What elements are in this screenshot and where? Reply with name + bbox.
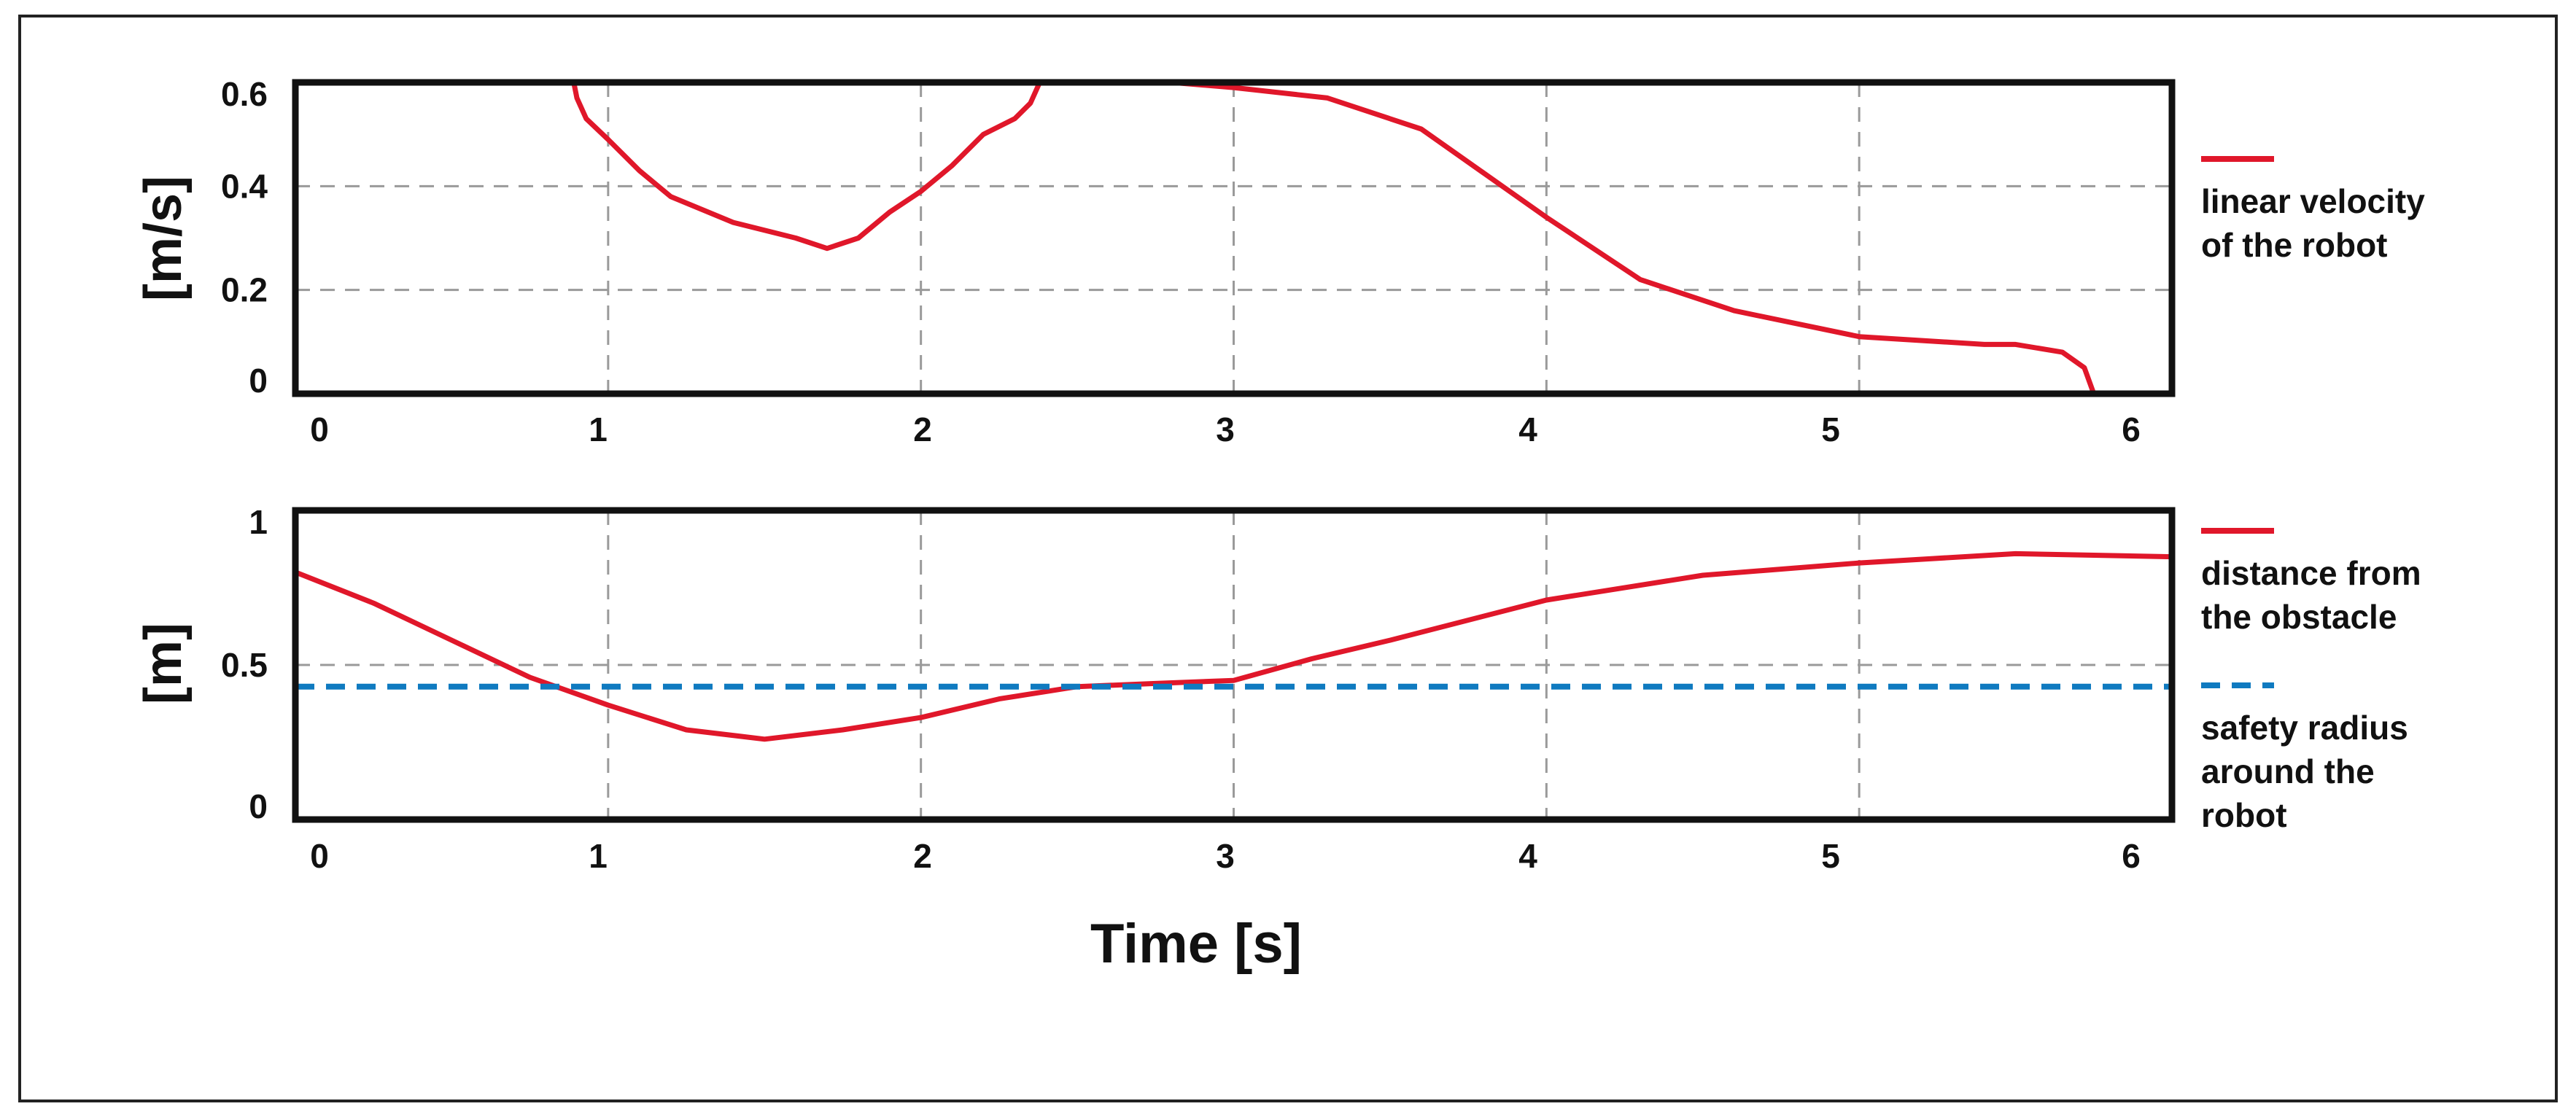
x-axis-title: Time [s]: [1090, 913, 1302, 975]
x-tick-label: 4: [1518, 410, 1537, 448]
x-tick-label: 0: [310, 837, 329, 875]
x-tick-label: 5: [1821, 410, 1840, 448]
y-tick-label: 0: [249, 362, 268, 400]
x-tick-label: 6: [2122, 837, 2141, 875]
series-line-distance-from-the-obstacle: [292, 550, 2175, 742]
plot-frame: [292, 79, 2176, 397]
x-tick-label: 2: [913, 410, 932, 448]
legend-label: the obstacle: [2201, 598, 2397, 636]
x-tick-label: 3: [1216, 410, 1235, 448]
legend-label: linear velocity: [2201, 182, 2425, 220]
y-tick-label: 0.2: [221, 271, 268, 309]
x-tick-label: 1: [589, 410, 608, 448]
x-tick-label: 5: [1821, 837, 1840, 875]
y-tick-label: 1: [249, 503, 268, 541]
y-axis-title: [m]: [134, 623, 193, 704]
legend-label: safety radius: [2201, 709, 2408, 747]
y-tick-label: 0.4: [221, 167, 268, 205]
y-axis-title: [m/s]: [134, 176, 193, 301]
x-tick-label: 0: [310, 410, 329, 448]
x-tick-label: 6: [2122, 410, 2141, 448]
x-tick-label: 3: [1216, 837, 1235, 875]
x-tick-label: 1: [589, 837, 608, 875]
legend-label: around the: [2201, 752, 2375, 790]
x-tick-label: 4: [1518, 837, 1537, 875]
distance-panel: 0 0.5 1 0 1 2 3 4 5 6 [m] distance from the obstacle…: [134, 503, 2421, 875]
plot-frame: [292, 507, 2176, 823]
series-line-linear-velocity-of-the-robot: [292, 79, 2175, 397]
x-tick-label: 2: [913, 837, 932, 875]
y-tick-label: 0.5: [221, 646, 268, 684]
velocity-panel: 0 0.2 0.4 0.6 0 1 2 3 4 5 6 [m/s] linear velocity of …: [134, 75, 2425, 448]
legend-label: robot: [2201, 796, 2287, 834]
legend-label: distance from: [2201, 554, 2421, 592]
y-tick-label: 0.6: [221, 75, 268, 113]
y-tick-label: 0: [249, 787, 268, 825]
legend-label: of the robot: [2201, 226, 2388, 264]
